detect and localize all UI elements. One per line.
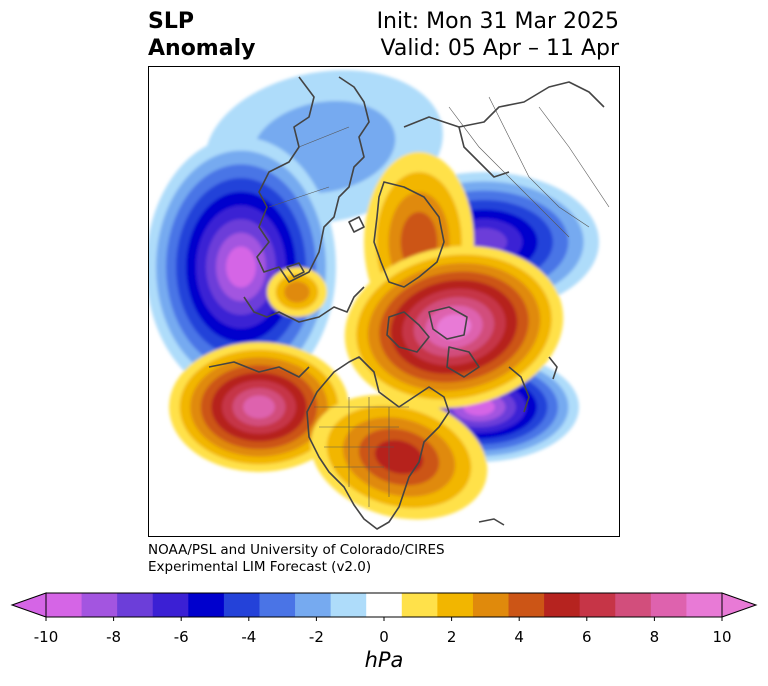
chart-title: SLP Anomaly [148,8,255,62]
colorbar-swatch [81,593,118,617]
colorbar-tick-label: -8 [106,628,122,646]
colorbar-swatch [686,593,723,617]
colorbar-tick-label: 2 [446,628,457,646]
colorbar-swatch [508,593,545,617]
colorbar-tick-label: 6 [582,628,592,646]
contour-level [243,395,275,419]
credit-text: NOAA/PSL and University of Colorado/CIRE… [148,542,445,576]
valid-range: Valid: 05 Apr – 11 Apr [380,36,620,61]
colorbar-tick-label: -6 [173,628,189,646]
colorbar-tick-label: -10 [33,628,59,646]
colorbar-swatch [579,593,616,617]
colorbar-tick-label: 0 [379,628,389,646]
credit-line-2: Experimental LIM Forecast (v2.0) [148,559,372,575]
colorbar-swatch [295,593,332,617]
colorbar-swatch [615,593,652,617]
colorbar-swatch [437,593,474,617]
colorbar-swatch [330,593,367,617]
contour-level [374,439,424,475]
colorbar-swatch [366,593,403,617]
colorbar-swatch [650,593,687,617]
colorbar-tick-label: 10 [712,628,732,646]
greenland-sea-high [267,267,327,317]
init-date: Init: Mon 31 Mar 2025 [376,9,619,34]
colorbar-swatch [152,593,189,617]
colorbar-swatch [117,593,154,617]
colorbar-tick-label: -2 [308,628,324,646]
country-borders [268,96,610,507]
forecast-dates: Init: Mon 31 Mar 2025 Valid: 05 Apr – 11… [377,8,619,62]
colorbar [10,592,758,621]
colorbar-tick-label: -4 [241,628,257,646]
north-atlantic-low [149,137,336,397]
colorbar-extend-high [721,592,758,618]
colorbar-swatch [259,593,296,617]
coastlines [208,76,605,530]
north-pacific-high [169,342,349,472]
colorbar-extend-low [10,592,47,618]
colorbar-swatch [472,593,510,617]
title-line-1: SLP [148,9,194,34]
colorbar-swatch [223,593,260,617]
colorbar-units: hPa [364,648,404,672]
contour-level [284,281,310,303]
colorbar-swatch [188,593,225,617]
map-panel [148,66,620,537]
colorbar-tick-label: 4 [514,628,524,646]
contour-level [436,314,472,340]
colorbar-swatch [46,593,83,617]
title-line-2: Anomaly [148,36,256,61]
colorbar-swatch [401,593,438,617]
colorbar-swatch [544,593,581,617]
credit-line-1: NOAA/PSL and University of Colorado/CIRE… [148,542,445,558]
anomaly-map [149,67,619,536]
contour-level [226,246,256,288]
colorbar-tick-label: 8 [649,628,660,646]
